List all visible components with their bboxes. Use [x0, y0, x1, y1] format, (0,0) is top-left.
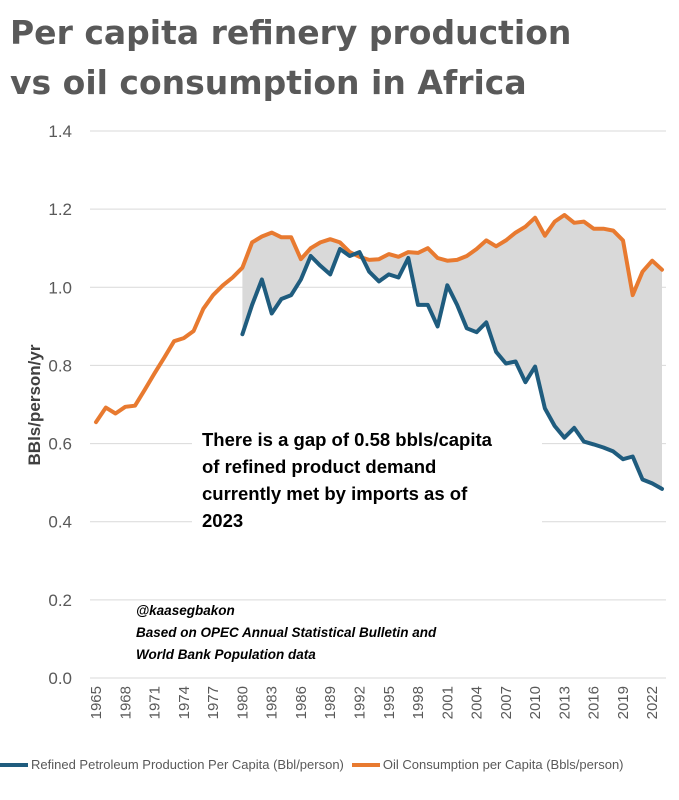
chart-title-line-1: Per capita refinery production — [10, 13, 572, 52]
x-axis-ticks: 1965 1968 1971 1974 1977 1980 1983 1986 1989 1992… — [88, 686, 661, 719]
gap-annotation: There is a gap of 0.58 bbls/capita of re… — [192, 424, 542, 536]
y-tick-label: 0.2 — [48, 591, 72, 610]
credit-source-1: Based on OPEC Annual Statistical Bulleti… — [136, 625, 437, 640]
x-tick-label: 1974 — [176, 686, 193, 719]
x-tick-label: 1995 — [381, 686, 398, 719]
y-axis-ticks: 0.0 0.2 0.4 0.6 0.8 1.0 1.2 1.4 — [48, 122, 72, 688]
x-tick-label: 2007 — [498, 686, 515, 719]
x-tick-label: 2001 — [439, 686, 456, 719]
y-tick-label: 1.4 — [48, 122, 72, 141]
x-tick-label: 2004 — [469, 686, 486, 719]
x-tick-label: 1998 — [410, 686, 427, 719]
x-tick-label: 1968 — [117, 686, 134, 719]
legend-label-refined: Refined Petroleum Production Per Capita … — [31, 757, 344, 772]
gap-area — [242, 215, 662, 489]
annotation-line-1: There is a gap of 0.58 bbls/capita — [202, 429, 492, 450]
x-tick-label: 1986 — [293, 686, 310, 719]
y-tick-label: 1.2 — [48, 200, 72, 219]
annotation-line-3: currently met by imports as of — [202, 483, 468, 504]
x-tick-label: 1989 — [322, 686, 339, 719]
x-tick-label: 1971 — [147, 686, 164, 719]
y-tick-label: 0.6 — [48, 435, 72, 454]
x-tick-label: 1983 — [264, 686, 281, 719]
source-credits: @kaasegbakon Based on OPEC Annual Statis… — [136, 600, 436, 666]
chart-title: Per capita refinery production vs oil co… — [10, 8, 670, 108]
legend-item-consumption: Oil Consumption per Capita (Bbls/person) — [351, 757, 624, 772]
series-layer — [94, 213, 664, 491]
x-tick-label: 2016 — [586, 686, 603, 719]
annotation-line-2: of refined product demand — [202, 456, 437, 477]
y-tick-label: 0.4 — [48, 513, 72, 532]
y-tick-label: 0.0 — [48, 669, 72, 688]
legend-label-consumption: Oil Consumption per Capita (Bbls/person) — [382, 757, 624, 772]
x-tick-label: 2013 — [556, 686, 573, 719]
legend-item-refined: Refined Petroleum Production Per Capita … — [0, 757, 344, 772]
x-tick-label: 1965 — [88, 686, 105, 719]
legend-swatch-consumption — [351, 762, 380, 767]
x-tick-label: 2019 — [615, 686, 632, 719]
x-tick-label: 2022 — [644, 686, 661, 719]
series-line-refined — [240, 247, 664, 491]
chart-legend: Refined Petroleum Production Per Capita … — [0, 757, 679, 772]
x-tick-label: 1992 — [351, 686, 368, 719]
legend-swatch-refined — [0, 762, 28, 767]
x-tick-label: 2010 — [527, 686, 544, 719]
x-tick-label: 1977 — [205, 686, 222, 719]
credit-handle: @kaasegbakon — [136, 603, 235, 618]
y-tick-label: 0.8 — [48, 356, 72, 375]
y-axis-label: BBls/person/yr — [25, 344, 44, 465]
gap-fill-layer — [242, 215, 662, 489]
chart-title-line-2: vs oil consumption in Africa — [10, 63, 527, 102]
credit-source-2: World Bank Population data — [136, 647, 316, 662]
annotation-line-4: 2023 — [202, 510, 244, 531]
series-line-consumption — [94, 213, 664, 425]
x-tick-label: 1980 — [234, 686, 251, 719]
y-tick-label: 1.0 — [48, 278, 72, 297]
